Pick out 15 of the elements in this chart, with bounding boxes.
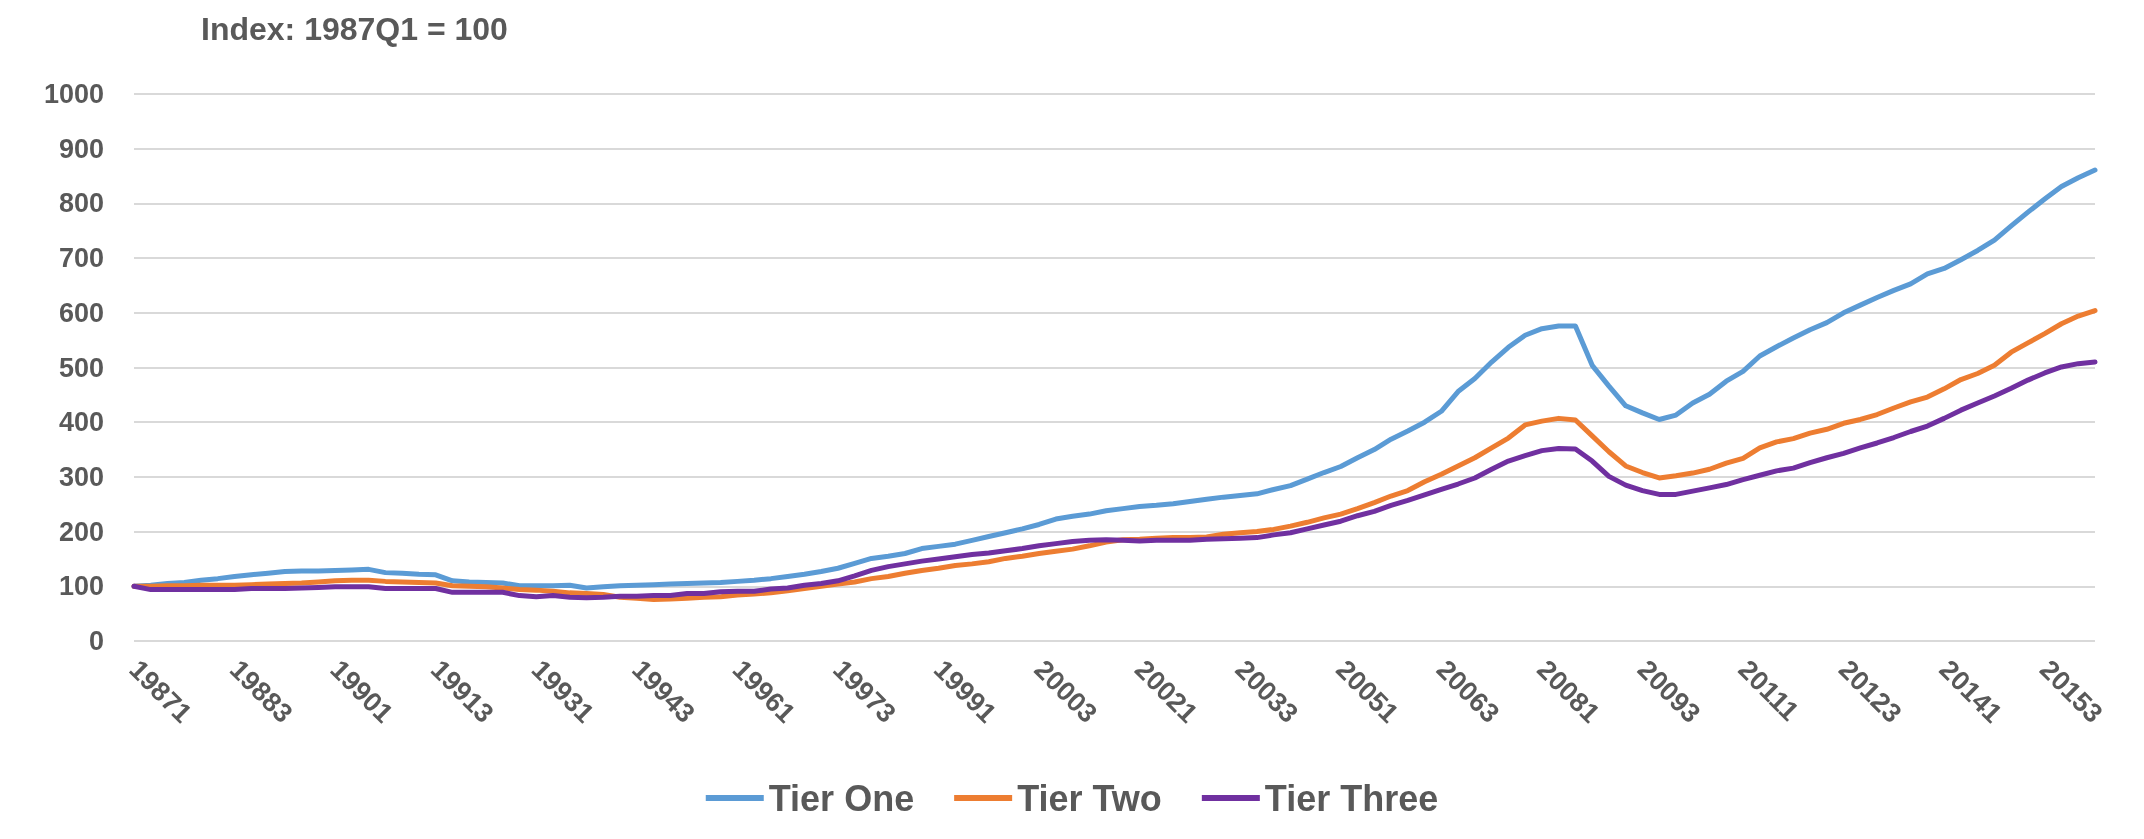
y-tick-label: 400 xyxy=(58,407,104,438)
y-tick-label: 200 xyxy=(58,516,104,547)
chart-title: Index: 1987Q1 = 100 xyxy=(201,11,508,47)
y-tick-label: 1000 xyxy=(43,79,104,109)
y-tick-label: 300 xyxy=(58,461,104,492)
legend-label: Tier Two xyxy=(1017,777,1162,819)
y-tick-label: 800 xyxy=(58,188,104,219)
y-tick-label: 700 xyxy=(58,243,104,274)
legend-label: Tier Three xyxy=(1264,777,1439,819)
y-tick-label: 900 xyxy=(58,133,104,164)
legend-label: Tier One xyxy=(768,777,915,819)
y-tick-label: 0 xyxy=(88,626,104,656)
y-tick-label: 500 xyxy=(58,352,104,383)
y-tick-label: 100 xyxy=(58,571,104,602)
y-tick-label: 600 xyxy=(58,297,104,328)
